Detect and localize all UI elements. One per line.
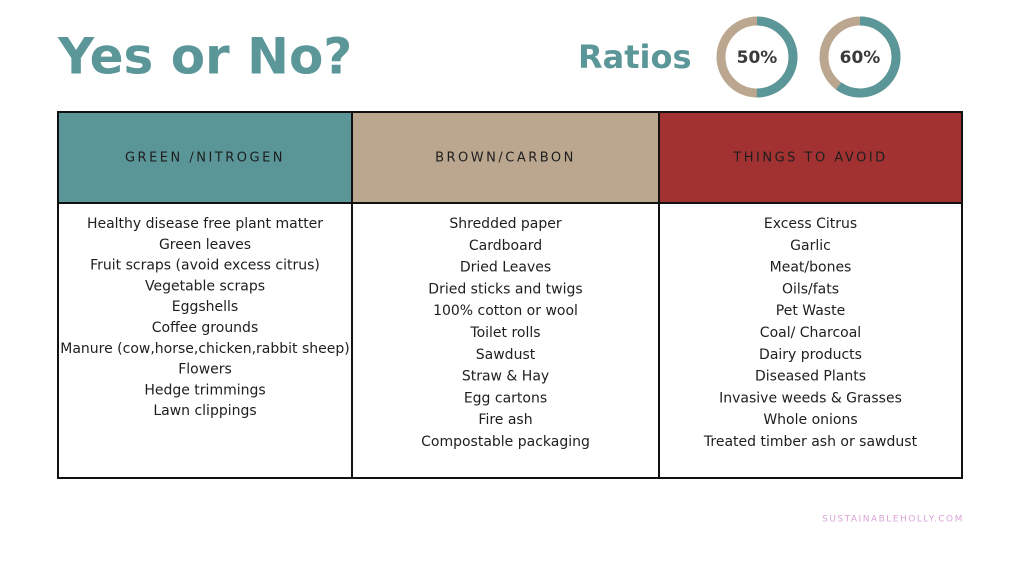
title: Yes or No? — [57, 28, 352, 86]
item-text: Toilet rolls — [469, 325, 540, 341]
item-text: Shredded paper — [449, 216, 562, 232]
item-text: Lawn clippings — [153, 403, 256, 419]
donut-arc — [819, 16, 901, 98]
item-text: 100% cotton or wool — [433, 303, 578, 319]
item-text: Sawdust — [476, 347, 536, 363]
item-text: Cardboard — [469, 238, 542, 254]
item-text: Coffee grounds — [152, 320, 259, 336]
item-text: Invasive weeds & Grasses — [719, 390, 902, 406]
donut-arc — [716, 16, 798, 98]
item-text: Fruit scraps (avoid excess citrus) — [90, 258, 320, 274]
item-text: Excess Citrus — [764, 216, 857, 232]
table-border — [57, 111, 963, 479]
header-text: BROWN/CARBON — [435, 151, 576, 166]
item-text: Dairy products — [759, 347, 862, 363]
item-text: Manure (cow,horse,chicken,rabbit sheep) — [60, 341, 349, 357]
item-text: Garlic — [790, 238, 831, 254]
item-text: Oils/fats — [782, 281, 839, 297]
item-text: Vegetable scraps — [145, 278, 265, 294]
item-text: Fire ash — [478, 412, 532, 428]
item-text: Dried sticks and twigs — [428, 281, 582, 297]
header-cell — [58, 112, 352, 203]
item-text: Flowers — [178, 362, 232, 378]
item-text: Whole onions — [763, 412, 857, 428]
header-cell — [352, 112, 659, 203]
item-text: Green leaves — [159, 237, 251, 253]
item-text: Pet Waste — [776, 303, 845, 319]
header-text: GREEN /NITROGEN — [125, 151, 285, 166]
ratios-label: Ratios — [578, 38, 692, 76]
item-text: Diseased Plants — [755, 369, 866, 385]
header-text: THINGS TO AVOID — [732, 151, 887, 166]
header-cell — [659, 112, 962, 203]
item-text: Compostable packaging — [421, 434, 590, 450]
item-text: Treated timber ash or sawdust — [703, 434, 918, 450]
item-text: Egg cartons — [464, 390, 547, 406]
item-text: Hedge trimmings — [144, 382, 265, 398]
footer: SUSTAINABLEHOLLY.COM — [822, 515, 964, 525]
item-text: Coal/ Charcoal — [760, 325, 861, 341]
donut-label: 60% — [840, 48, 881, 68]
item-text: Healthy disease free plant matter — [87, 216, 323, 232]
donut-label: 50% — [737, 48, 778, 68]
item-text: Dried Leaves — [460, 260, 551, 276]
item-text: Straw & Hay — [462, 369, 549, 385]
item-text: Meat/bones — [770, 260, 852, 276]
item-text: Eggshells — [172, 299, 238, 315]
